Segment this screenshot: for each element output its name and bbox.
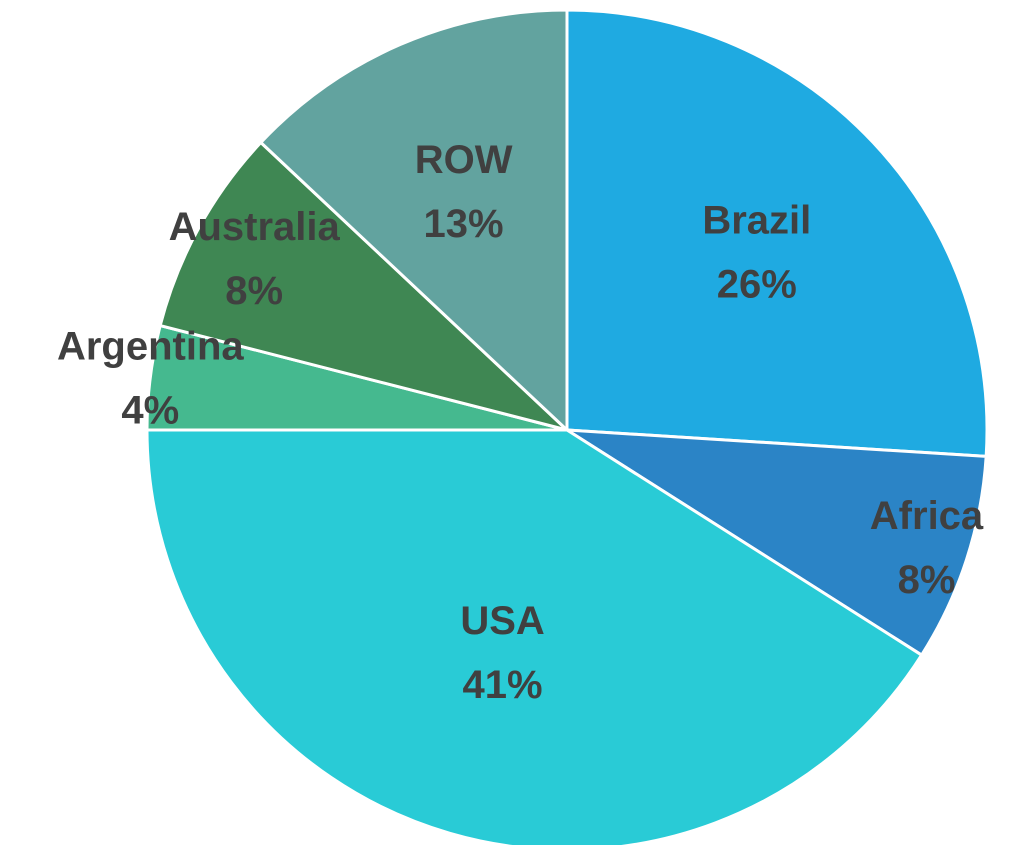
pie-slice-row <box>259 8 569 432</box>
pie-labels: Brazil 26% Africa 8% USA 41% Argentina 4% Austra… <box>57 138 984 707</box>
slice-category-label: Argentina <box>57 324 244 368</box>
slice-category-label: Australia <box>169 205 341 249</box>
slice-category-label: USA <box>460 599 544 643</box>
pie-slice-brazil <box>565 8 989 458</box>
pie-slice-africa <box>565 428 988 657</box>
slice-value-label: 4% <box>121 388 179 432</box>
slice-category-label: ROW <box>415 138 513 182</box>
slice-category-label: Brazil <box>702 199 811 243</box>
slice-value-label: 8% <box>898 558 956 602</box>
pie-slices <box>145 8 989 845</box>
slice-value-label: 8% <box>225 269 283 313</box>
pie-slice-usa <box>145 428 924 845</box>
pie-slice-australia <box>158 140 569 432</box>
slice-value-label: 13% <box>424 202 504 246</box>
slice-value-label: 41% <box>463 663 543 707</box>
slice-value-label: 26% <box>717 263 797 307</box>
slice-category-label: Africa <box>870 494 984 538</box>
